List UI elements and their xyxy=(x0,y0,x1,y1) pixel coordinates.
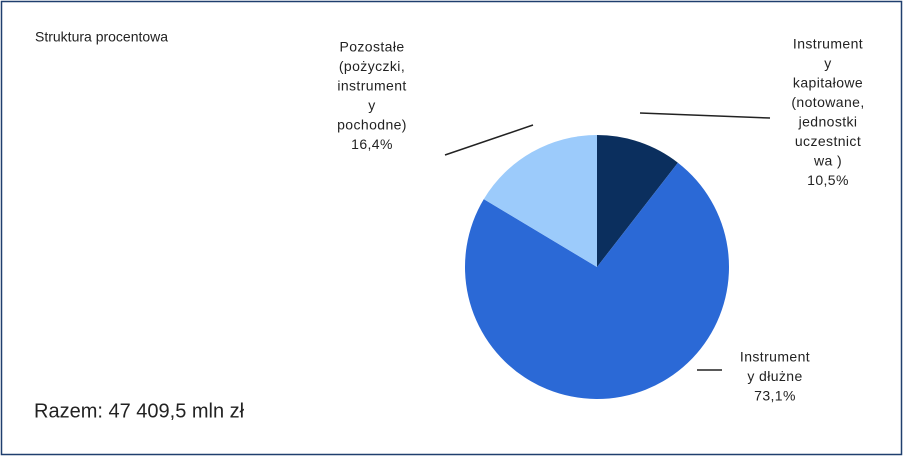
slice-label: (notowane, xyxy=(791,94,864,110)
slice-label: (pożyczki, xyxy=(339,58,405,74)
slice-label: y xyxy=(368,97,375,113)
leader-line xyxy=(639,112,771,119)
pie-slice xyxy=(597,135,678,267)
slice-label: pochodne) xyxy=(337,117,407,133)
slice-label: uczestnict xyxy=(795,133,861,149)
slice-label: Instrument xyxy=(793,36,863,52)
value-label: 73,1% xyxy=(754,388,796,404)
chart-title: Struktura procentowa xyxy=(35,29,168,45)
slice-label: wa ) xyxy=(813,153,842,169)
slice-label: Instrument xyxy=(740,349,810,365)
slice-label: Pozostałe xyxy=(339,39,404,55)
pie-slice xyxy=(483,135,597,267)
value-label: 16,4% xyxy=(351,136,393,152)
slice-label: y xyxy=(824,55,831,71)
slice-label: instrument xyxy=(337,78,406,94)
leader-line xyxy=(444,124,534,156)
total-annotation: Razem: 47 409,5 mln zł xyxy=(34,400,245,422)
pie-slice xyxy=(464,162,729,399)
slice-label: jednostki xyxy=(798,114,858,130)
value-label: 10,5% xyxy=(807,172,849,188)
slice-label: y dłużne xyxy=(747,368,802,384)
slice-label: kapitałowe xyxy=(793,75,863,91)
